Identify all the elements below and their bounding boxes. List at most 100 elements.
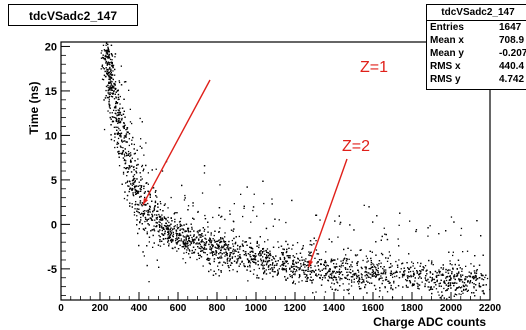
scatter-point (130, 159, 132, 161)
scatter-point (125, 182, 127, 184)
scatter-point (133, 166, 135, 168)
scatter-point (419, 273, 421, 276)
scatter-point (368, 206, 370, 208)
scatter-point (233, 237, 235, 240)
scatter-point (218, 231, 220, 233)
scatter-point (210, 244, 213, 246)
scatter-point (361, 276, 363, 278)
scatter-point (364, 266, 366, 268)
scatter-point (108, 97, 110, 99)
scatter-point (185, 241, 187, 243)
scatter-point (358, 286, 360, 288)
scatter-point (146, 220, 148, 222)
scatter-point (191, 239, 194, 241)
scatter-point (143, 229, 146, 231)
scatter-point (262, 247, 265, 250)
scatter-point (225, 253, 227, 256)
scatter-point (115, 120, 118, 123)
scatter-point (163, 243, 165, 245)
scatter-point (386, 279, 388, 281)
scatter-point (411, 261, 413, 263)
scatter-point (154, 205, 156, 208)
scatter-point (476, 278, 478, 280)
scatter-point (410, 274, 412, 277)
scatter-point (319, 277, 321, 279)
scatter-point (110, 138, 113, 141)
scatter-point (250, 221, 252, 223)
scatter-point (246, 269, 248, 271)
scatter-point (192, 242, 195, 244)
scatter-point (336, 271, 338, 273)
scatter-point (185, 237, 187, 239)
x-tick-label: 1400 (323, 303, 346, 314)
scatter-point (297, 257, 299, 259)
scatter-point (110, 84, 113, 86)
scatter-point (163, 204, 166, 206)
scatter-point (351, 266, 353, 268)
scatter-point (396, 271, 398, 273)
scatter-point (161, 227, 163, 229)
scatter-point (449, 279, 452, 281)
scatter-point (294, 271, 296, 273)
scatter-point (273, 264, 275, 267)
scatter-point (250, 259, 253, 261)
scatter-point (117, 96, 120, 99)
scatter-point (263, 272, 265, 274)
scatter-point (232, 248, 235, 250)
scatter-point (331, 277, 333, 279)
scatter-point (149, 196, 151, 198)
scatter-point (147, 190, 149, 192)
scatter-point (325, 268, 327, 270)
scatter-point (366, 261, 368, 263)
scatter-point (417, 277, 420, 279)
scatter-point (151, 216, 154, 218)
scatter-point (409, 270, 412, 273)
scatter-point (312, 269, 314, 272)
scatter-point (335, 277, 337, 279)
scatter-point (372, 266, 374, 268)
scatter-point (141, 223, 143, 225)
scatter-point (356, 254, 359, 256)
scatter-point (200, 245, 202, 248)
scatter-point (170, 217, 172, 219)
scatter-point (376, 269, 378, 272)
scatter-point (191, 252, 193, 254)
scatter-point (118, 113, 120, 115)
scatter-point (441, 273, 444, 275)
scatter-point (211, 247, 213, 249)
scatter-point (392, 288, 394, 291)
scatter-point (285, 271, 288, 273)
scatter-point (365, 255, 367, 257)
scatter-point (125, 151, 127, 154)
scatter-point (209, 238, 211, 241)
scatter-point (307, 277, 309, 279)
scatter-point (163, 224, 166, 227)
scatter-point (214, 241, 216, 243)
scatter-point (170, 241, 173, 243)
scatter-point (301, 248, 303, 250)
scatter-point (203, 246, 206, 248)
scatter-point (219, 241, 222, 243)
scatter-point (167, 236, 169, 238)
scatter-point (337, 236, 339, 238)
scatter-point (139, 196, 141, 198)
scatter-point (232, 230, 234, 232)
scatter-point (245, 253, 247, 255)
scatter-point (228, 270, 231, 272)
scatter-point (268, 260, 271, 262)
scatter-point (167, 216, 169, 219)
scatter-point (124, 159, 126, 161)
scatter-point (449, 260, 451, 262)
x-axis-label: Charge ADC counts (373, 315, 486, 329)
scatter-point (297, 267, 299, 269)
scatter-point (443, 297, 445, 299)
scatter-point (156, 214, 158, 216)
scatter-point (255, 263, 257, 265)
scatter-point (113, 116, 115, 119)
scatter-point (287, 262, 289, 265)
scatter-point (375, 254, 377, 256)
scatter-point (191, 236, 193, 239)
scatter-point (194, 239, 196, 241)
scatter-point (467, 280, 469, 282)
scatter-point (185, 245, 187, 247)
